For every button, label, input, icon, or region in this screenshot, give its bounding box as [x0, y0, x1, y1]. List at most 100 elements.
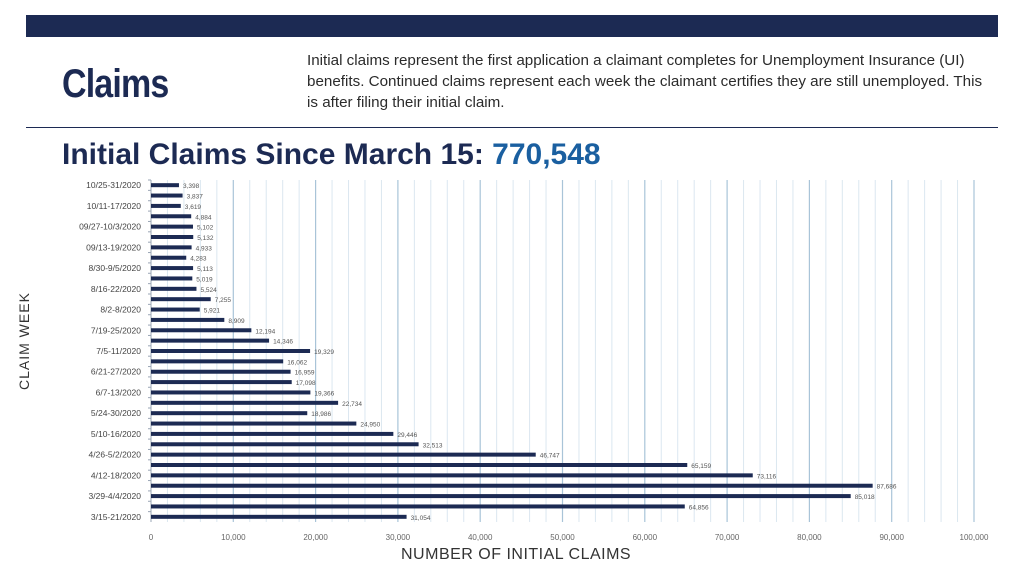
x-tick-label: 40,000 — [468, 533, 493, 542]
bar-value-label: 14,346 — [273, 339, 293, 346]
category-label: 09/13-19/2020 — [86, 242, 141, 252]
bar-value-label: 29,446 — [397, 432, 417, 439]
x-tick-label: 0 — [149, 533, 154, 542]
category-label: 4/26-5/2/2020 — [89, 450, 142, 460]
category-label: 7/5-11/2020 — [96, 346, 141, 356]
bar-value-label: 32,513 — [423, 442, 443, 449]
bar — [151, 452, 536, 457]
bar-value-label: 85,018 — [855, 494, 875, 501]
bar-value-label: 7,255 — [215, 297, 232, 304]
category-label: 4/12-18/2020 — [91, 470, 141, 480]
category-label: 6/21-27/2020 — [91, 367, 141, 377]
bar — [151, 349, 311, 353]
bar-value-label: 4,933 — [196, 245, 213, 252]
bar-value-label: 12,194 — [255, 328, 275, 335]
bar — [151, 442, 419, 447]
x-axis-title: NUMBER OF INITIAL CLAIMS — [401, 546, 632, 563]
x-tick-label: 20,000 — [303, 533, 328, 542]
bar — [151, 193, 183, 198]
total-claims-value: 770,548 — [492, 138, 601, 171]
bar-value-label: 3,837 — [187, 194, 204, 201]
bar-value-label: 18,986 — [311, 411, 331, 418]
bar — [151, 369, 291, 374]
category-label: 3/29-4/4/2020 — [89, 491, 142, 501]
x-tick-label: 90,000 — [879, 533, 904, 542]
bar-value-label: 16,062 — [287, 359, 307, 366]
category-label: 3/15-21/2020 — [91, 512, 141, 522]
y-axis-title: CLAIM WEEK — [16, 292, 32, 390]
bar-value-label: 24,950 — [360, 422, 380, 429]
bar — [151, 317, 225, 322]
category-label: 5/24-30/2020 — [91, 408, 141, 418]
bar — [151, 224, 193, 229]
bar-value-label: 3,398 — [183, 183, 200, 190]
bar — [151, 514, 407, 519]
bar — [151, 463, 688, 467]
category-label: 09/27-10/3/2020 — [79, 222, 141, 232]
bar-value-label: 3,619 — [185, 204, 202, 211]
bar — [151, 286, 197, 291]
bar — [151, 380, 292, 385]
description-text: Initial claims represent the first appli… — [307, 52, 983, 111]
category-label: 8/2-8/2020 — [100, 305, 141, 315]
bar — [151, 245, 192, 250]
bar — [151, 328, 252, 333]
chart-title-label: Initial Claims Since March 15: — [62, 138, 493, 171]
bar-value-label: 19,366 — [314, 390, 334, 397]
bar-value-label: 87,686 — [877, 484, 897, 491]
bar — [151, 421, 357, 426]
x-tick-label: 50,000 — [550, 533, 575, 542]
bar-value-label: 64,856 — [689, 504, 709, 511]
header-band — [26, 15, 998, 37]
bar — [151, 183, 179, 188]
bar-value-label: 8,909 — [228, 318, 245, 325]
category-label: 6/7-13/2020 — [96, 387, 142, 397]
bar-value-label: 31,054 — [411, 515, 431, 522]
bar — [151, 276, 193, 281]
bar-value-label: 19,329 — [314, 349, 334, 356]
category-label: 8/16-22/2020 — [91, 284, 141, 294]
bar — [151, 400, 339, 405]
bar-value-label: 5,102 — [197, 225, 214, 232]
bar — [151, 494, 851, 499]
bar-value-label: 4,884 — [195, 214, 212, 221]
bar — [151, 338, 270, 343]
bar — [151, 214, 192, 219]
bar — [151, 431, 394, 436]
bar — [151, 504, 685, 509]
bar-value-label: 17,098 — [296, 380, 316, 387]
bar-value-label: 5,921 — [204, 308, 221, 315]
bar-value-label: 5,132 — [197, 235, 214, 242]
x-tick-label: 80,000 — [797, 533, 822, 542]
bar-value-label: 16,959 — [295, 370, 315, 377]
bar — [151, 390, 311, 395]
x-tick-label: 30,000 — [386, 533, 411, 542]
category-label: 10/11-17/2020 — [87, 201, 141, 211]
bar — [151, 483, 873, 488]
x-tick-label: 60,000 — [633, 533, 658, 542]
bar — [151, 307, 200, 312]
header-divider — [26, 127, 998, 128]
bar — [151, 255, 187, 260]
bar — [151, 359, 284, 364]
chart-title: Initial Claims Since March 15: 770,548 — [62, 138, 601, 172]
section-title: Claims — [62, 62, 169, 106]
bar-value-label: 73,116 — [757, 473, 777, 480]
x-tick-label: 70,000 — [715, 533, 740, 542]
bar — [151, 266, 194, 271]
bar — [151, 411, 308, 416]
bar — [151, 203, 181, 208]
bar-value-label: 46,747 — [540, 453, 560, 460]
bar-value-label: 22,734 — [342, 401, 362, 408]
bar-value-label: 65,159 — [691, 463, 711, 470]
bar — [151, 235, 194, 239]
bar — [151, 297, 211, 302]
category-label: 7/19-25/2020 — [91, 325, 141, 335]
category-label: 5/10-16/2020 — [91, 429, 141, 439]
bar-value-label: 5,524 — [200, 287, 217, 294]
category-label: 10/25-31/2020 — [86, 180, 141, 190]
category-label: 8/30-9/5/2020 — [89, 263, 142, 273]
bar-value-label: 5,113 — [197, 266, 213, 273]
bar-value-label: 5,019 — [196, 276, 213, 283]
